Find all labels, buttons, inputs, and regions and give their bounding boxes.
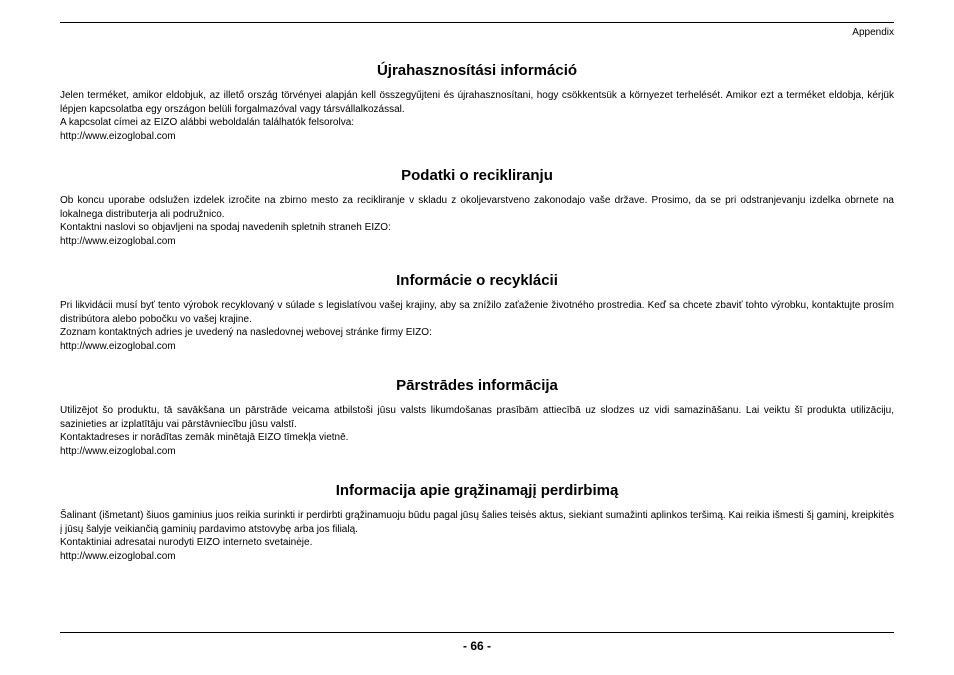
section-contact-1: Kontaktni naslovi so objavljeni na spoda… <box>60 221 894 235</box>
section-url-0: http://www.eizoglobal.com <box>60 130 894 144</box>
section-body-1: Ob koncu uporabe odslužen izdelek izroči… <box>60 194 894 248</box>
section-contact-2: Zoznam kontaktných adries je uvedený na … <box>60 326 894 340</box>
section-title-2: Informácie o recyklácii <box>60 272 894 289</box>
section-title-3: Pārstrādes informācija <box>60 377 894 394</box>
section-url-3: http://www.eizoglobal.com <box>60 445 894 459</box>
section-para-1: Ob koncu uporabe odslužen izdelek izroči… <box>60 194 894 221</box>
section-para-4: Šalinant (išmetant) šiuos gaminius juos … <box>60 509 894 536</box>
section-title-0: Újrahasznosítási információ <box>60 62 894 79</box>
section-title-1: Podatki o recikliranju <box>60 167 894 184</box>
section-para-0: Jelen terméket, amikor eldobjuk, az ille… <box>60 89 894 116</box>
section-url-1: http://www.eizoglobal.com <box>60 235 894 249</box>
section-body-4: Šalinant (išmetant) šiuos gaminius juos … <box>60 509 894 563</box>
top-rule <box>60 22 894 23</box>
section-body-2: Pri likvidácii musí byť tento výrobok re… <box>60 299 894 353</box>
section-title-4: Informacija apie grąžinamąjį perdirbimą <box>60 482 894 499</box>
section-url-2: http://www.eizoglobal.com <box>60 340 894 354</box>
footer-rule <box>60 632 894 633</box>
section-para-3: Utilizējot šo produktu, tā savākšana un … <box>60 404 894 431</box>
section-contact-0: A kapcsolat címei az EIZO alábbi webolda… <box>60 116 894 130</box>
section-body-0: Jelen terméket, amikor eldobjuk, az ille… <box>60 89 894 143</box>
page-number: - 66 - <box>60 639 894 653</box>
section-contact-3: Kontaktadreses ir norādītas zemāk minēta… <box>60 431 894 445</box>
footer: - 66 - <box>60 632 894 653</box>
section-contact-4: Kontaktiniai adresatai nurodyti EIZO int… <box>60 536 894 550</box>
section-para-2: Pri likvidácii musí byť tento výrobok re… <box>60 299 894 326</box>
header-appendix: Appendix <box>60 27 894 38</box>
section-url-4: http://www.eizoglobal.com <box>60 550 894 564</box>
section-body-3: Utilizējot šo produktu, tā savākšana un … <box>60 404 894 458</box>
